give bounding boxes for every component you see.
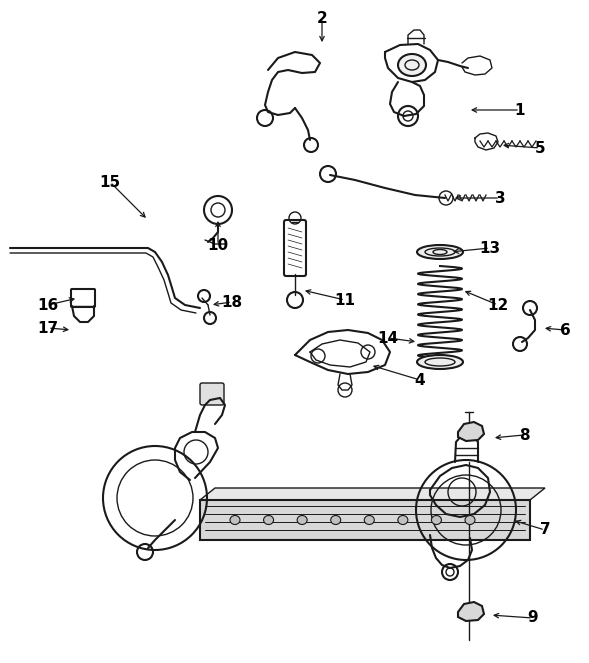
- Ellipse shape: [330, 516, 340, 524]
- Ellipse shape: [364, 516, 374, 524]
- Ellipse shape: [263, 516, 273, 524]
- Polygon shape: [200, 488, 545, 500]
- Polygon shape: [458, 422, 484, 441]
- Text: 6: 6: [560, 322, 570, 337]
- Ellipse shape: [398, 516, 408, 524]
- Ellipse shape: [230, 516, 240, 524]
- Text: 7: 7: [540, 522, 550, 538]
- Text: 14: 14: [378, 330, 399, 345]
- Text: 5: 5: [535, 141, 545, 156]
- Text: 15: 15: [100, 174, 121, 190]
- Text: 1: 1: [515, 103, 525, 117]
- Ellipse shape: [297, 516, 307, 524]
- Ellipse shape: [398, 54, 426, 76]
- Text: 8: 8: [519, 428, 530, 442]
- Text: 18: 18: [221, 294, 243, 310]
- Text: 17: 17: [38, 320, 58, 335]
- Text: 13: 13: [479, 241, 501, 255]
- Text: 9: 9: [528, 611, 538, 625]
- Ellipse shape: [417, 245, 463, 259]
- Text: 16: 16: [37, 298, 59, 312]
- Polygon shape: [458, 602, 484, 621]
- Text: 11: 11: [335, 292, 356, 308]
- Ellipse shape: [431, 516, 441, 524]
- Text: 2: 2: [317, 11, 327, 25]
- Text: 3: 3: [495, 190, 505, 206]
- FancyBboxPatch shape: [200, 383, 224, 405]
- Text: 4: 4: [415, 373, 425, 387]
- Text: 12: 12: [487, 298, 509, 312]
- Ellipse shape: [465, 516, 475, 524]
- Polygon shape: [200, 500, 530, 540]
- Text: 10: 10: [207, 237, 229, 253]
- Ellipse shape: [417, 355, 463, 369]
